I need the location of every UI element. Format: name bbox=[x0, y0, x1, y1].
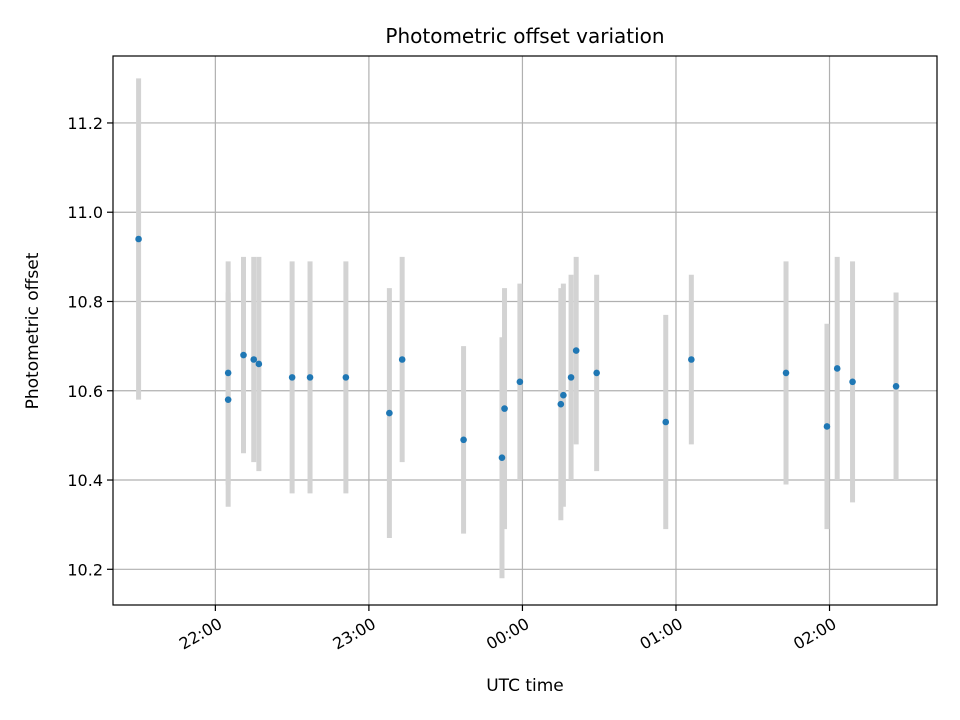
data-point bbox=[849, 378, 856, 386]
x-tick-label: 02:00 bbox=[790, 614, 839, 654]
plot-frame bbox=[112, 55, 938, 606]
data-point bbox=[306, 374, 314, 381]
data-point bbox=[782, 369, 790, 377]
grid bbox=[113, 56, 937, 605]
x-axis-label: UTC time bbox=[486, 676, 564, 696]
data-point bbox=[498, 454, 506, 462]
data-point bbox=[823, 423, 831, 430]
x-tick-label: 01:00 bbox=[637, 614, 686, 654]
data-point bbox=[567, 374, 575, 381]
y-axis-label: Photometric offset bbox=[23, 252, 43, 409]
data-point bbox=[460, 436, 467, 444]
data-point bbox=[688, 356, 695, 363]
chart-title: Photometric offset variation bbox=[385, 24, 664, 48]
y-tick-label: 10.2 bbox=[67, 560, 103, 579]
y-tick-label: 10.4 bbox=[67, 471, 103, 490]
data-point bbox=[224, 369, 232, 377]
data-point bbox=[342, 374, 350, 381]
data-point bbox=[501, 405, 508, 412]
y-tick-label: 10.6 bbox=[67, 382, 103, 401]
data-point bbox=[135, 235, 142, 243]
data-point bbox=[560, 391, 567, 399]
y-tick-label: 11.2 bbox=[67, 114, 103, 133]
y-tick-label: 10.8 bbox=[67, 292, 103, 311]
data-point bbox=[386, 409, 393, 417]
data-point bbox=[557, 400, 565, 408]
y-tick-label: 11.0 bbox=[67, 203, 103, 222]
data-point bbox=[288, 374, 296, 381]
data-point bbox=[593, 369, 600, 377]
data-point bbox=[250, 356, 258, 363]
x-tick-label: 23:00 bbox=[329, 614, 378, 654]
axis-ticks: 22:00 23:00 00:00 01:00 02:00 10.2 10.4 10.6 10.… bbox=[67, 114, 839, 654]
x-tick-label: 00:00 bbox=[483, 614, 532, 654]
data-point bbox=[572, 347, 580, 354]
errorbars bbox=[136, 78, 899, 579]
data-point bbox=[398, 356, 406, 363]
x-tick-label: 22:00 bbox=[176, 614, 225, 654]
data-point bbox=[662, 418, 670, 426]
data-point bbox=[255, 360, 263, 368]
data-point bbox=[516, 378, 524, 386]
data-points bbox=[135, 235, 900, 462]
data-point bbox=[240, 351, 247, 359]
data-point bbox=[892, 382, 900, 390]
data-point bbox=[224, 396, 232, 403]
data-point bbox=[833, 365, 841, 372]
